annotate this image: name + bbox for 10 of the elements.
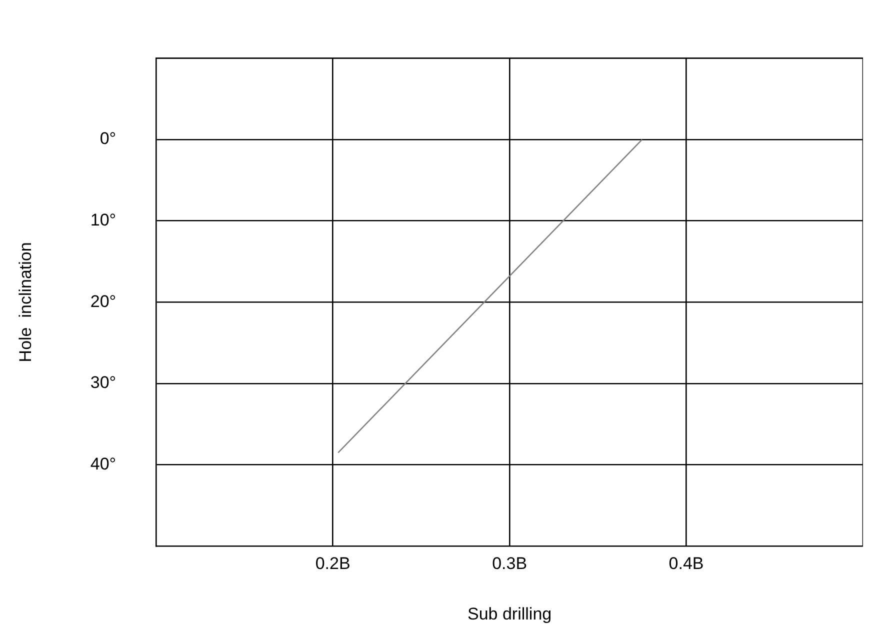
y-tick-label: 20° xyxy=(90,292,116,311)
y-tick-label: 10° xyxy=(90,210,116,230)
x-tick-label: 0.2B xyxy=(315,554,350,574)
y-tick-label: 30° xyxy=(90,373,116,392)
x-axis-title: Sub drilling xyxy=(468,604,552,624)
y-tick-label: 40° xyxy=(90,454,116,474)
y-axis-title: Hole inclination xyxy=(16,242,35,362)
y-tick-label: 0° xyxy=(100,129,116,148)
x-tick-label: 0.4B xyxy=(668,554,704,574)
x-tick-label: 0.3B xyxy=(492,554,528,574)
